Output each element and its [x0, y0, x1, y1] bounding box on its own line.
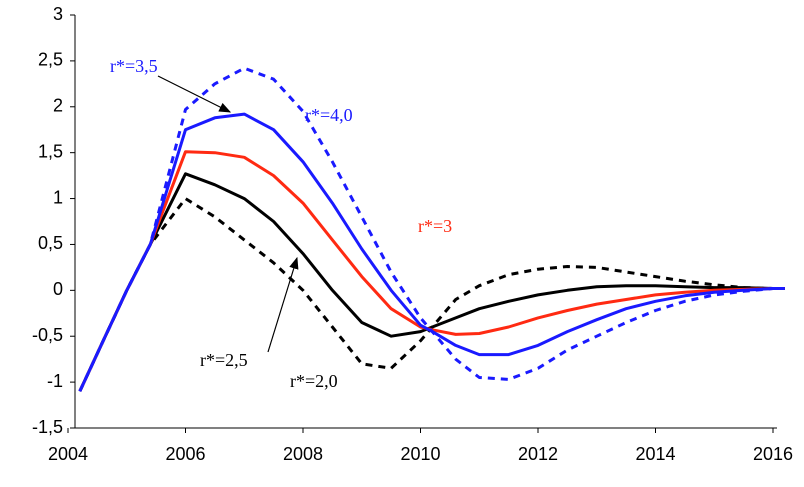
series-line [78, 150, 785, 392]
x-tick-label: 2012 [518, 444, 558, 464]
arrow [157, 75, 232, 113]
y-tick-label: 1 [53, 187, 63, 207]
x-tick-label: 2016 [753, 444, 793, 464]
x-tick-label: 2004 [48, 444, 88, 464]
x-tick-label: 2008 [283, 444, 323, 464]
y-tick-label: 3 [53, 4, 63, 24]
series-label: r*=3,5 [110, 56, 158, 76]
arrow [267, 256, 299, 353]
x-tick-label: 2014 [635, 444, 675, 464]
y-tick-label: -1 [47, 371, 63, 391]
y-tick-label: 2,5 [38, 50, 63, 70]
series-label: r*=3 [418, 216, 452, 236]
y-tick-label: -1,5 [32, 417, 63, 437]
x-tick-label: 2006 [165, 444, 205, 464]
x-tick-label: 2010 [400, 444, 440, 464]
series-label: r*=2,0 [290, 371, 338, 391]
series-line [78, 66, 785, 392]
series-label: r*=2,5 [200, 350, 248, 370]
y-tick-label: 0,5 [38, 233, 63, 253]
y-tick-label: 2 [53, 96, 63, 116]
y-tick-label: 1,5 [38, 141, 63, 161]
y-tick-label: 0 [53, 279, 63, 299]
series-line [78, 172, 785, 392]
series-label: r*=4,0 [305, 105, 353, 125]
y-tick-label: -0,5 [32, 325, 63, 345]
